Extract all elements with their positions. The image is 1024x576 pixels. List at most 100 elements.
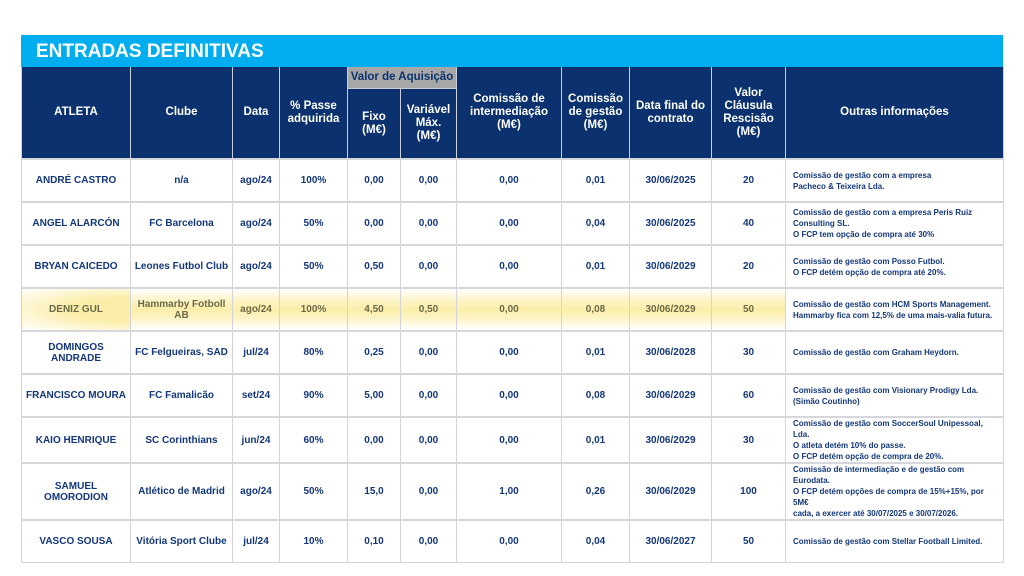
cell-data: jul/24 [232,330,280,375]
cell-data: ago/24 [232,158,280,203]
cell-outras-informacoes: Comissão de gestão com a empresa Peris R… [785,201,1004,246]
cell-gestao: 0,04 [561,201,630,246]
info-line: Comissão de gestão com Graham Heydorn. [793,348,959,357]
info-line: cada, a exercer até 30/07/2025 e 30/07/2… [793,509,959,518]
cell-passe: 60% [279,416,348,464]
info-line: O FCP detém opções de compra de 15%+15%,… [793,487,984,507]
header-clausula: Valor Cláusula Rescisão (M€) [711,67,786,159]
cell-data-final: 30/06/2029 [629,244,712,289]
cell-gestao: 0,26 [561,462,630,521]
cell-clube: Vitória Sport Clube [130,519,233,563]
cell-fixo: 0,10 [347,519,401,563]
cell-fixo: 5,00 [347,373,401,418]
table-row: FRANCISCO MOURA FC Famalicão set/24 90% 5,00… [21,373,1004,418]
info-line: Comissão de gestão com Visionary Prodigy… [793,385,979,395]
cell-data-final: 30/06/2025 [629,201,712,246]
cell-atleta: DENIZ GUL [21,287,131,332]
cell-passe: 80% [279,330,348,375]
cell-variavel: 0,00 [400,201,457,246]
cell-fixo: 4,50 [347,287,401,332]
cell-clube: n/a [130,158,233,203]
info-line: O atleta detém 10% do passe. [793,441,906,450]
cell-outras-informacoes: Comissão de gestão com Stellar Football … [785,519,1004,563]
header-outras: Outras informações [785,67,1004,159]
cell-gestao: 0,04 [561,519,630,563]
cell-gestao: 0,08 [561,373,630,418]
cell-variavel: 0,00 [400,158,457,203]
cell-atleta: BRYAN CAICEDO [21,244,131,289]
header-variavel: Variável Máx. (M€) [400,88,457,159]
cell-passe: 90% [279,373,348,418]
cell-variavel: 0,00 [400,373,457,418]
info-line: O FCP detém opção de compra até 20%. [793,267,946,277]
cell-fixo: 15,0 [347,462,401,521]
table-row: KAIO HENRIQUE SC Corinthians jun/24 60% 0,00… [21,416,1004,464]
cell-fixo: 0,00 [347,201,401,246]
info-line: O FCP tem opção de compra até 30% [793,230,935,239]
cell-data-final: 30/06/2029 [629,462,712,521]
cell-intermediacao: 0,00 [456,519,562,563]
cell-intermediacao: 0,00 [456,330,562,375]
cell-variavel: 0,00 [400,330,457,375]
cell-clausula: 50 [711,287,786,332]
header-fixo: Fixo (M€) [347,88,401,159]
cell-data-final: 30/06/2029 [629,373,712,418]
cell-variavel: 0,00 [400,244,457,289]
info-line: Pacheco & Teixeira Lda. [793,181,885,191]
table-row: ANDRÉ CASTRO n/a ago/24 100% 0,00 0,00 0,00 0,0… [21,158,1004,203]
cell-gestao: 0,08 [561,287,630,332]
info-line: Hammarby fica com 12,5% de uma mais-vali… [793,310,993,320]
cell-intermediacao: 0,00 [456,416,562,464]
cell-clausula: 30 [711,330,786,375]
info-line: Comissão de gestão com Stellar Football … [793,537,983,546]
table-title: ENTRADAS DEFINITIVAS [21,35,1003,67]
cell-data-final: 30/06/2025 [629,158,712,203]
info-line: Comissão de gestão com HCM Sports Manage… [793,299,991,309]
info-line: Comissão de gestão com a empresa [793,170,932,180]
cell-variavel: 0,00 [400,519,457,563]
cell-clausula: 60 [711,373,786,418]
cell-outras-informacoes: Comissão de intermediação e de gestão co… [785,462,1004,521]
cell-clausula: 100 [711,462,786,521]
cell-atleta: VASCO SOUSA [21,519,131,563]
cell-data-final: 30/06/2028 [629,330,712,375]
cell-clube: FC Felgueiras, SAD [130,330,233,375]
header-intermediacao: Comissão de intermediação (M€) [456,67,562,159]
table-row: DENIZ GUL Hammarby Fotboll AB ago/24 100% 4,… [21,287,1004,332]
cell-clausula: 20 [711,158,786,203]
cell-intermediacao: 1,00 [456,462,562,521]
header-gestao: Comissão de gestão (M€) [561,67,630,159]
cell-variavel: 0,00 [400,416,457,464]
cell-gestao: 0,01 [561,244,630,289]
cell-fixo: 0,25 [347,330,401,375]
cell-outras-informacoes: Comissão de gestão com SoccerSoul Unipes… [785,416,1004,464]
cell-data: jul/24 [232,519,280,563]
cell-intermediacao: 0,00 [456,201,562,246]
cell-atleta: FRANCISCO MOURA [21,373,131,418]
cell-passe: 100% [279,287,348,332]
cell-intermediacao: 0,00 [456,287,562,332]
info-line: Comissão de gestão com a empresa Peris R… [793,208,973,217]
cell-data-final: 30/06/2027 [629,519,712,563]
header-data: Data [232,67,280,159]
cell-gestao: 0,01 [561,416,630,464]
cell-clube: SC Corinthians [130,416,233,464]
table-row: BRYAN CAICEDO Leones Futbol Club ago/24 50%… [21,244,1004,289]
header-atleta: ATLETA [21,67,131,159]
cell-intermediacao: 0,00 [456,244,562,289]
table-row: DOMINGOS ANDRADE FC Felgueiras, SAD jul/24… [21,330,1004,375]
cell-fixo: 0,00 [347,416,401,464]
cell-data: ago/24 [232,244,280,289]
cell-data: set/24 [232,373,280,418]
cell-clube: FC Barcelona [130,201,233,246]
cell-passe: 10% [279,519,348,563]
table-row: VASCO SOUSA Vitória Sport Clube jul/24 10% 0… [21,519,1004,563]
cell-outras-informacoes: Comissão de gestão com Visionary Prodigy… [785,373,1004,418]
cell-data: jun/24 [232,416,280,464]
cell-atleta: KAIO HENRIQUE [21,416,131,464]
cell-clube: Atlético de Madrid [130,462,233,521]
info-line: Consulting SL. [793,219,850,228]
header-passe: % Passe adquirida [279,67,348,159]
cell-fixo: 0,50 [347,244,401,289]
cell-intermediacao: 0,00 [456,158,562,203]
